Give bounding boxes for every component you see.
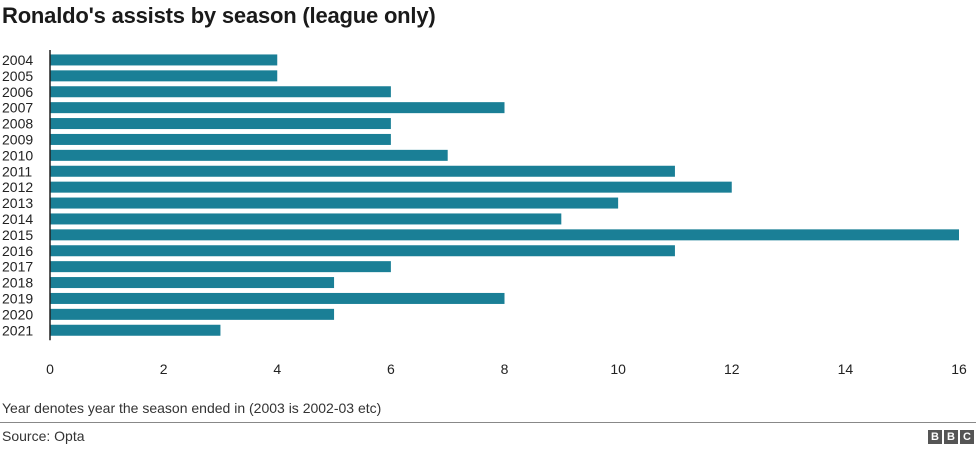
category-label-2007: 2007: [2, 100, 33, 116]
bar-2013: [50, 197, 619, 209]
footnote: Year denotes year the season ended in (2…: [2, 400, 382, 416]
bar-2010: [50, 149, 448, 161]
category-label-2015: 2015: [2, 227, 33, 243]
bar-2020: [50, 308, 335, 320]
category-label-2012: 2012: [2, 179, 33, 195]
x-tick-label-4: 4: [273, 361, 281, 377]
bar-2016: [50, 245, 675, 257]
bar-2011: [50, 165, 675, 177]
category-label-2005: 2005: [2, 68, 33, 84]
x-tick-label-14: 14: [838, 361, 854, 377]
x-tick-label-8: 8: [501, 361, 509, 377]
bar-2012: [50, 181, 732, 193]
bar-2015: [50, 229, 959, 241]
bars-group: [50, 54, 959, 336]
category-label-2004: 2004: [2, 52, 33, 68]
source-text: Source: Opta: [2, 428, 85, 444]
category-label-2010: 2010: [2, 147, 33, 163]
chart-title: Ronaldo's assists by season (league only…: [2, 3, 436, 28]
x-tick-label-12: 12: [724, 361, 740, 377]
x-tick-label-0: 0: [46, 361, 54, 377]
x-tick-label-2: 2: [160, 361, 168, 377]
category-label-2018: 2018: [2, 275, 33, 291]
bar-2004: [50, 54, 278, 66]
bbc-logo: B B C: [928, 430, 974, 444]
category-label-2008: 2008: [2, 116, 33, 132]
category-label-2021: 2021: [2, 322, 33, 338]
category-label-2009: 2009: [2, 131, 33, 147]
category-label-2006: 2006: [2, 84, 33, 100]
bar-chart: 2004200520062007200820092010201120122013…: [2, 50, 967, 377]
x-tick-label-10: 10: [610, 361, 626, 377]
bar-2014: [50, 213, 562, 225]
footer-divider: [0, 422, 976, 423]
x-tick-label-16: 16: [951, 361, 967, 377]
bar-2008: [50, 118, 391, 130]
category-label-2011: 2011: [2, 163, 32, 179]
bar-2018: [50, 277, 335, 289]
x-tick-label-6: 6: [387, 361, 395, 377]
bar-2005: [50, 70, 278, 82]
bar-2017: [50, 261, 391, 273]
category-label-2013: 2013: [2, 195, 33, 211]
logo-letter-b1: B: [928, 430, 942, 444]
bar-2009: [50, 133, 391, 145]
logo-letter-c: C: [960, 430, 974, 444]
bar-2007: [50, 102, 505, 114]
category-label-2020: 2020: [2, 306, 33, 322]
logo-letter-b2: B: [944, 430, 958, 444]
bar-2019: [50, 292, 505, 304]
bar-2006: [50, 86, 391, 98]
bar-2021: [50, 324, 221, 336]
category-label-2019: 2019: [2, 290, 33, 306]
category-label-2016: 2016: [2, 243, 33, 259]
category-labels-group: 2004200520062007200820092010201120122013…: [2, 52, 33, 338]
x-tick-labels-group: 0 2 4 6 8 10 12 14 16: [46, 361, 967, 377]
category-label-2017: 2017: [2, 259, 33, 275]
category-label-2014: 2014: [2, 211, 33, 227]
